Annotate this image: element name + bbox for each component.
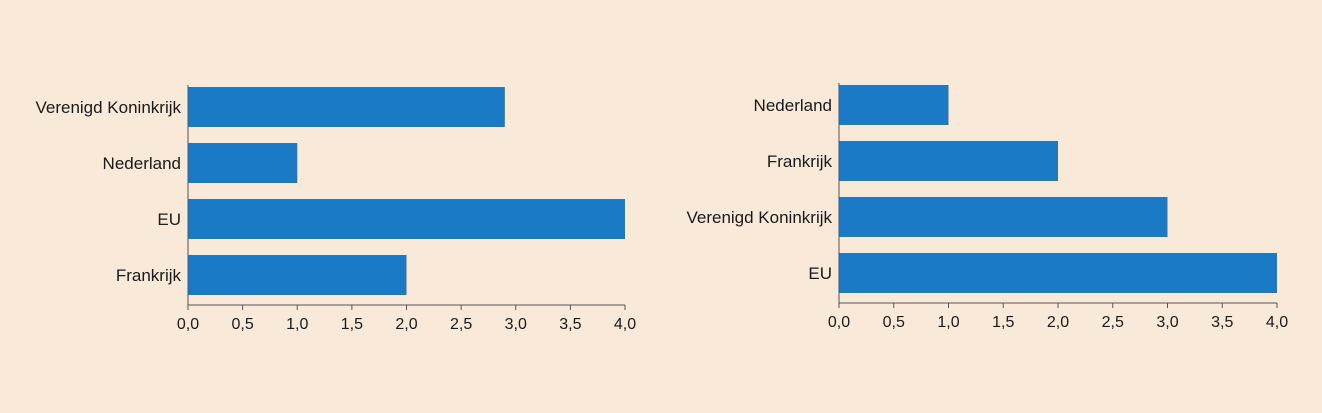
x-tick-label: 1,0: [937, 314, 959, 331]
x-tick-label: 2,5: [1102, 314, 1124, 331]
x-tick-label: 0,0: [177, 316, 199, 333]
category-label: Verenigd Koninkrijk: [686, 208, 832, 227]
bar-verenigd-koninkrijk: [188, 87, 505, 127]
x-tick-label: 2,5: [450, 316, 472, 333]
bar-frankrijk: [839, 141, 1058, 181]
x-tick-label: 3,5: [1211, 314, 1233, 331]
x-tick-label: 3,0: [505, 316, 527, 333]
bar-verenigd-koninkrijk: [839, 197, 1168, 237]
x-tick-label: 0,5: [883, 314, 905, 331]
category-label: Frankrijk: [116, 266, 182, 285]
chart-right: Nederland Frankrijk Verenigd Koninkrijk EU 0…: [686, 83, 1288, 331]
bar-nederland: [839, 85, 949, 125]
x-tick-label: 2,0: [395, 316, 417, 333]
x-tick-label: 4,0: [1266, 314, 1288, 331]
category-label: EU: [808, 264, 832, 283]
chart-left: Verenigd Koninkrijk Nederland EU Frankrijk 0…: [35, 85, 636, 333]
bar-eu: [188, 199, 625, 239]
category-label: Frankrijk: [767, 152, 833, 171]
bar-nederland: [188, 143, 298, 183]
x-tick-label: 1,0: [286, 316, 308, 333]
x-tick-label: 2,0: [1047, 314, 1069, 331]
x-tick-label: 0,0: [828, 314, 850, 331]
category-label: Verenigd Koninkrijk: [35, 98, 181, 117]
bar-eu: [839, 253, 1277, 293]
x-tick-label: 0,5: [232, 316, 254, 333]
x-tick-label: 4,0: [614, 316, 636, 333]
x-tick-label: 1,5: [341, 316, 363, 333]
category-label: EU: [157, 210, 181, 229]
x-tick-label: 3,0: [1156, 314, 1178, 331]
category-label: Nederland: [754, 96, 832, 115]
category-label: Nederland: [103, 154, 181, 173]
x-tick-label: 3,5: [559, 316, 581, 333]
bar-frankrijk: [188, 255, 407, 295]
x-tick-label: 1,5: [992, 314, 1014, 331]
